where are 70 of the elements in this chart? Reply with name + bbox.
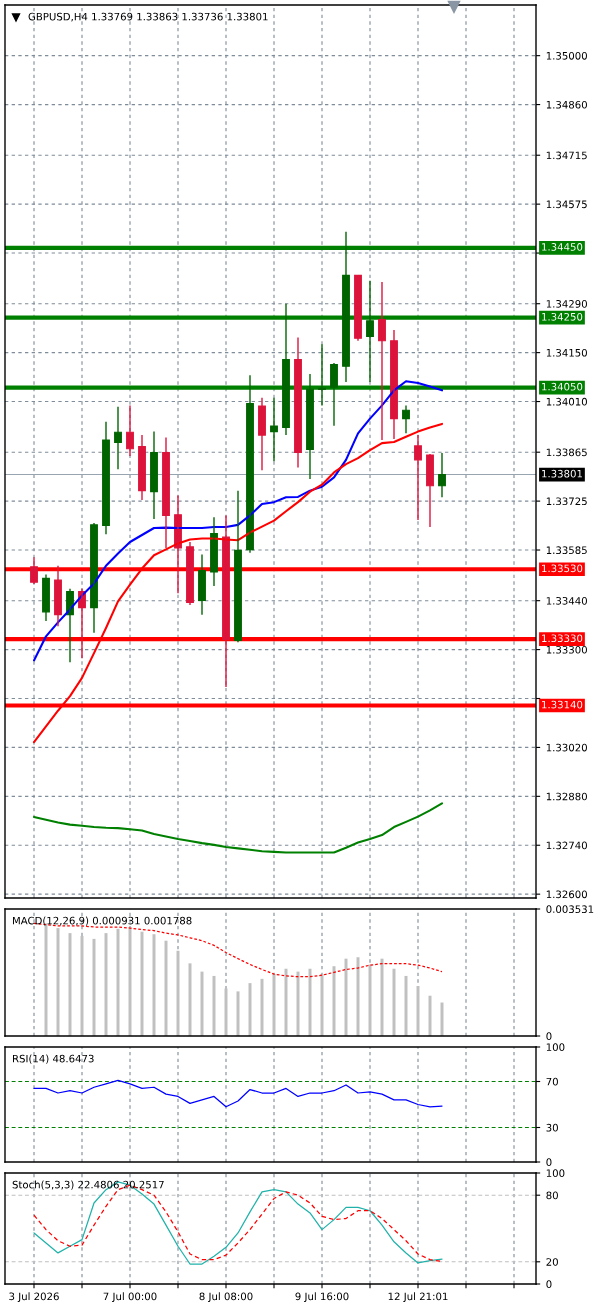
y-tick-label: 1.33865 [546,448,587,457]
bar [428,995,432,1036]
bar [260,978,264,1036]
y-tick-label: 1.33585 [546,546,587,555]
y-tick-label: 1.33440 [546,597,587,605]
line-series [32,802,444,854]
bar [212,975,216,1036]
y-tick-label: 1.32600 [546,890,587,899]
x-tick-label: 9 Jul 16:00 [295,1292,349,1303]
bar [92,938,96,1036]
bar [308,968,312,1036]
bar [248,983,252,1036]
bar [392,968,396,1036]
bar [68,933,72,1036]
bar [380,958,384,1036]
ref-line-label: 1.33530 [542,564,583,573]
line-series [33,1079,443,1108]
ref-line-label: 1.33140 [542,700,583,709]
y-tick-label: 1.34290 [546,300,587,308]
x-tick-label: 8 Jul 08:00 [199,1292,253,1303]
bar [236,991,240,1036]
bar [440,1002,444,1036]
bar [332,966,336,1036]
y-tick-label: 1.34010 [546,397,587,406]
text: GBPUSD,H4 1.33769 1.33863 1.33736 1.33801 [28,12,268,22]
y-tick-label: 1.32880 [546,792,587,801]
x-tick-label: 7 Jul 00:00 [103,1292,157,1303]
y-tick-label: 20 [546,1258,558,1266]
bar [200,971,204,1036]
bar [188,963,192,1036]
y-tick-label: 0.003531 [546,905,594,913]
y-tick-label: 1.33725 [546,497,587,506]
y-tick-label: 1.32740 [546,841,587,850]
x-tick-label: 3 Jul 2026 [9,1292,59,1303]
y-tick-label: 1.34715 [546,151,587,160]
y-tick-label: 1.35000 [546,51,587,60]
bar [140,931,144,1036]
bar [104,933,108,1036]
bar [296,971,300,1036]
ref-line-label: 1.33330 [542,634,583,643]
bar [176,950,180,1036]
y-tick-label: 1.34575 [546,200,587,209]
y-tick-label: 100 [546,1169,565,1177]
bar [116,928,120,1036]
y-tick-label: 100 [546,1043,565,1051]
bar [344,958,348,1036]
y-tick-label: 80 [546,1191,558,1200]
line-series [32,380,444,662]
y-tick-label: 1.34860 [546,100,587,109]
text: RSI(14) 48.6473 [12,1054,94,1064]
y-tick-label: 30 [546,1123,558,1132]
y-tick-label: 1.33300 [546,645,587,654]
bar [80,936,84,1036]
bar [356,957,360,1036]
bar [284,968,288,1036]
bar [404,975,408,1036]
bar [152,934,156,1036]
ref-line-label: 1.34250 [542,312,583,321]
y-tick-label: 70 [546,1077,558,1086]
y-tick-label: 1.33020 [546,743,587,752]
y-tick-label: 0 [546,1032,552,1040]
text: MACD(12,26,9) 0.000931 0.001788 [12,916,192,926]
y-tick-label: 0 [546,1158,552,1166]
bar [128,927,132,1036]
text: 1.33801 [542,469,582,478]
y-tick-label: 1.34150 [546,348,587,357]
y-tick-label: 0 [546,1280,552,1288]
ref-line-label: 1.34450 [542,243,583,251]
x-tick-label: 12 Jul 21:01 [388,1292,448,1303]
ref-line-label: 1.34050 [542,382,583,391]
